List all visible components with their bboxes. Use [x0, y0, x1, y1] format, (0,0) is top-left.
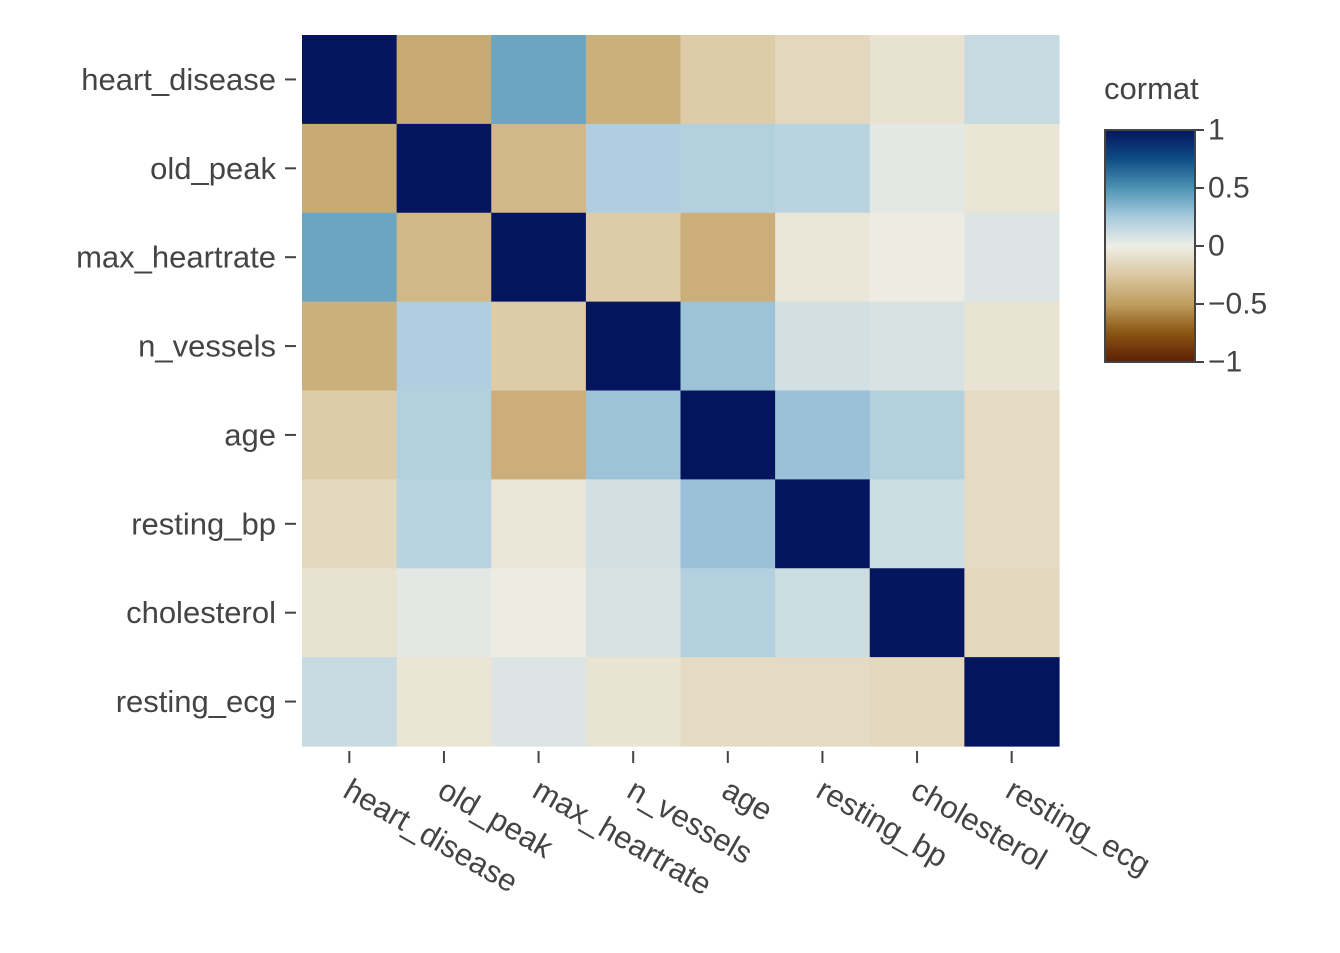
cell-resting-ecg-n-vessels	[585, 657, 682, 747]
cell-old-peak-max-heartrate	[491, 123, 587, 214]
cell-cholesterol-cholesterol	[869, 568, 965, 658]
y-tick-label-resting-bp: resting_bp	[131, 506, 276, 541]
cell-age-n-vessels	[585, 390, 682, 480]
cell-resting-ecg-max-heartrate	[491, 657, 587, 747]
y-axis: heart_disease old_peak max_heartrate n_vess…	[76, 62, 296, 719]
cell-max-heartrate-heart-disease	[302, 212, 398, 303]
cell-n-vessels-heart-disease	[302, 301, 398, 392]
cell-cholesterol-n-vessels	[585, 568, 682, 658]
colorbar-tick-label: 0	[1208, 230, 1225, 263]
cell-max-heartrate-resting-bp	[775, 212, 871, 303]
cell-old-peak-old-peak	[396, 123, 492, 214]
cell-resting-ecg-heart-disease	[302, 657, 398, 747]
cell-old-peak-heart-disease	[302, 123, 398, 214]
cell-old-peak-age	[680, 123, 776, 214]
cell-resting-bp-age	[680, 479, 776, 569]
colorbar-tick-label: 0.5	[1208, 172, 1250, 205]
cell-age-max-heartrate	[491, 390, 587, 480]
cell-heart-disease-n-vessels	[585, 35, 682, 125]
cell-resting-bp-max-heartrate	[491, 479, 587, 569]
cell-old-peak-resting-ecg	[964, 123, 1060, 214]
cell-heart-disease-resting-bp	[775, 35, 871, 125]
cell-resting-bp-cholesterol	[869, 479, 965, 569]
y-tick-label-max-heartrate: max_heartrate	[76, 240, 276, 275]
cell-heart-disease-max-heartrate	[491, 35, 587, 125]
x-tick-label-age: age	[716, 772, 778, 828]
colorbar-tick-label: 1	[1208, 114, 1225, 147]
colorbar-ticks: 1 0.5 0 −0.5 −1	[1195, 114, 1267, 379]
cell-heart-disease-resting-ecg	[964, 35, 1060, 125]
cell-age-resting-bp	[775, 390, 871, 480]
y-tick-label-age: age	[224, 417, 276, 452]
y-tick-label-n-vessels: n_vessels	[138, 329, 276, 364]
cell-heart-disease-heart-disease	[302, 35, 398, 125]
y-tick-label-old-peak: old_peak	[150, 151, 276, 186]
cell-heart-disease-old-peak	[396, 35, 492, 125]
cell-cholesterol-resting-ecg	[964, 568, 1060, 658]
cell-old-peak-resting-bp	[775, 123, 871, 214]
cell-resting-bp-resting-bp	[775, 479, 871, 569]
cell-heart-disease-age	[680, 35, 776, 125]
cell-resting-bp-resting-ecg	[964, 479, 1060, 569]
cell-max-heartrate-old-peak	[396, 212, 492, 303]
cell-resting-ecg-resting-ecg	[964, 657, 1060, 747]
cell-max-heartrate-max-heartrate	[491, 212, 587, 303]
cell-cholesterol-heart-disease	[302, 568, 398, 658]
y-tick-label-resting-ecg: resting_ecg	[116, 684, 276, 719]
cell-resting-bp-n-vessels	[585, 479, 682, 569]
cell-resting-ecg-old-peak	[396, 657, 492, 747]
colorbar-tick-label: −1	[1208, 346, 1242, 379]
cell-cholesterol-age	[680, 568, 776, 658]
cell-max-heartrate-age	[680, 212, 776, 303]
cell-heart-disease-cholesterol	[869, 35, 965, 125]
cell-old-peak-n-vessels	[585, 123, 682, 214]
cell-n-vessels-resting-ecg	[964, 301, 1060, 392]
cell-age-old-peak	[396, 390, 492, 480]
cell-resting-bp-old-peak	[396, 479, 492, 569]
cell-n-vessels-cholesterol	[869, 301, 965, 392]
cell-n-vessels-max-heartrate	[491, 301, 587, 392]
cell-age-heart-disease	[302, 390, 398, 480]
cell-resting-ecg-resting-bp	[775, 657, 871, 747]
x-axis: heart_diseaseold_peakmax_heartraten_vess…	[338, 751, 1156, 902]
cell-age-resting-ecg	[964, 390, 1060, 480]
cell-resting-bp-heart-disease	[302, 479, 398, 569]
y-tick-label-heart-disease: heart_disease	[81, 62, 276, 97]
cell-max-heartrate-cholesterol	[869, 212, 965, 303]
cell-n-vessels-old-peak	[396, 301, 492, 392]
legend-title: cormat	[1104, 71, 1199, 106]
cell-resting-ecg-age	[680, 657, 776, 747]
cell-cholesterol-max-heartrate	[491, 568, 587, 658]
cell-old-peak-cholesterol	[869, 123, 965, 214]
cell-resting-ecg-cholesterol	[869, 657, 965, 747]
cell-age-cholesterol	[869, 390, 965, 480]
cell-n-vessels-n-vessels	[585, 301, 682, 392]
colorbar-legend: cormat 1 0.5 0 −0.5 −1	[1104, 71, 1267, 379]
cell-age-age	[680, 390, 776, 480]
colorbar	[1104, 129, 1196, 363]
cell-max-heartrate-resting-ecg	[964, 212, 1060, 303]
colorbar-tick-label: −0.5	[1208, 288, 1267, 321]
cell-cholesterol-old-peak	[396, 568, 492, 658]
cell-max-heartrate-n-vessels	[585, 212, 682, 303]
cell-n-vessels-resting-bp	[775, 301, 871, 392]
y-tick-label-cholesterol: cholesterol	[126, 595, 276, 630]
cell-cholesterol-resting-bp	[775, 568, 871, 658]
heatmap-cells	[302, 35, 1060, 747]
cell-n-vessels-age	[680, 301, 776, 392]
